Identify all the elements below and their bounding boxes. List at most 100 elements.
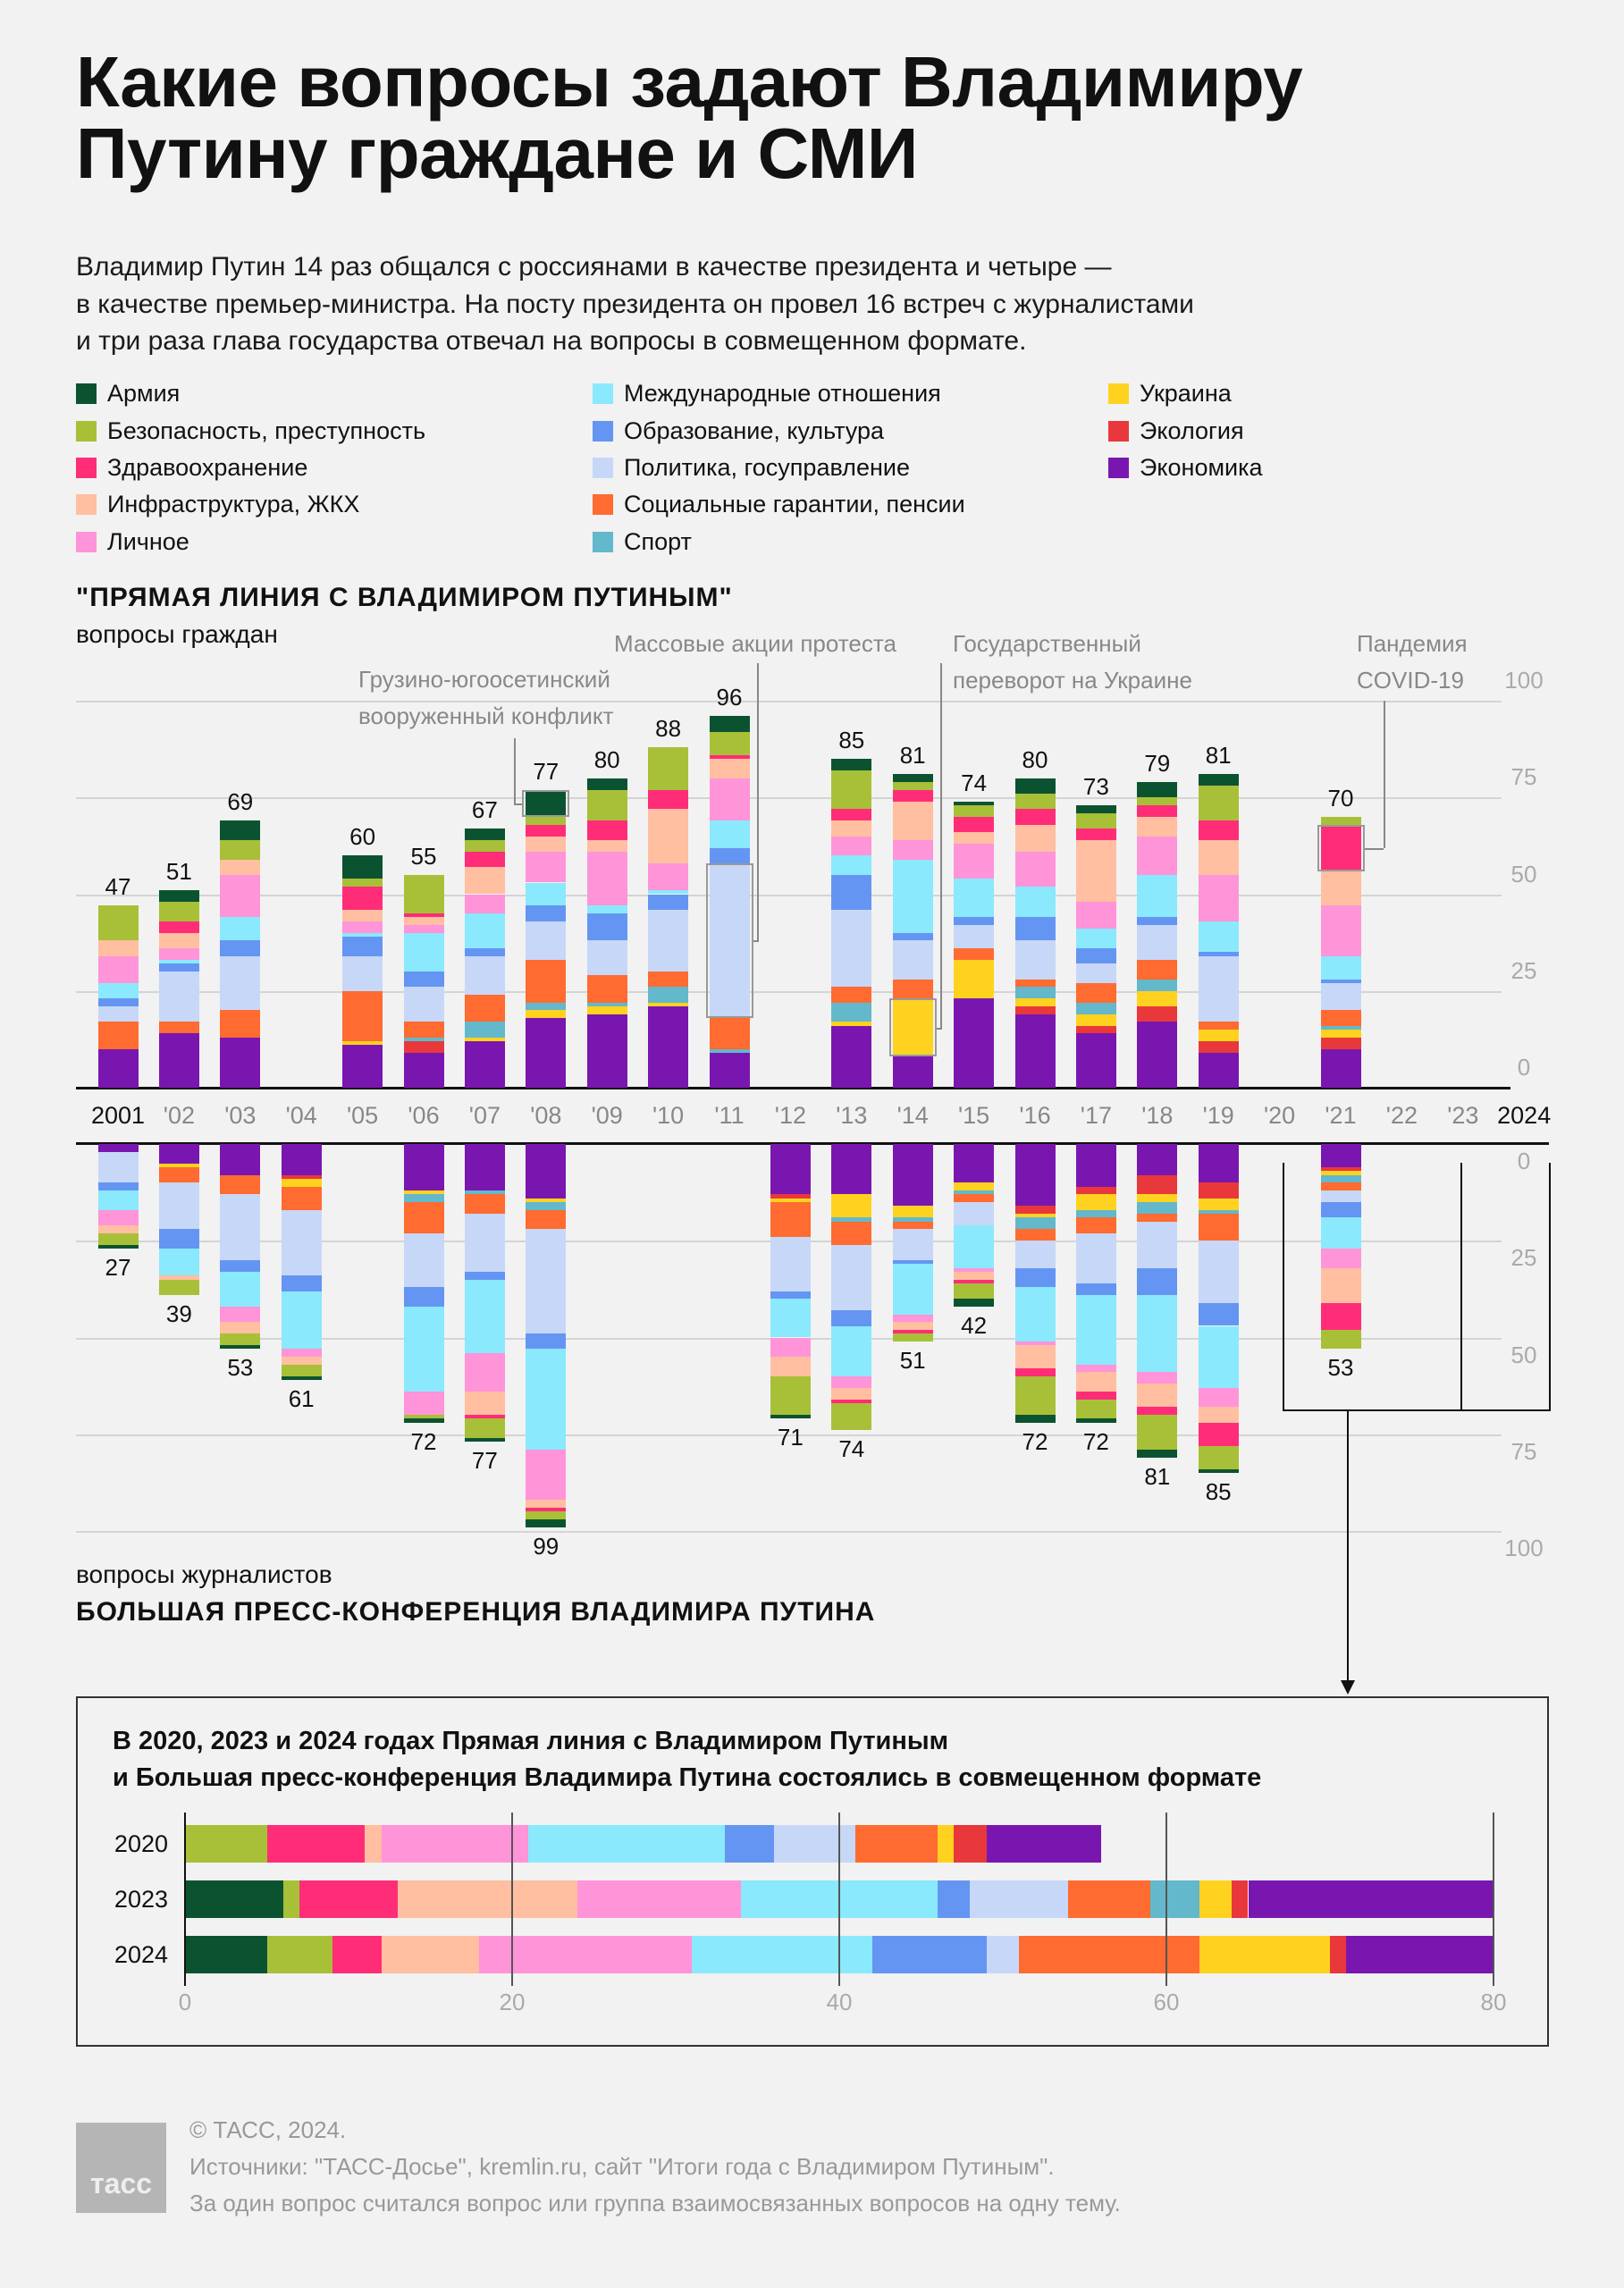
bar-segment	[342, 932, 383, 938]
hbar-segment	[299, 1880, 398, 1918]
bar-segment	[1198, 955, 1239, 1022]
bar-segment	[1137, 1194, 1178, 1202]
bar-segment	[586, 1002, 627, 1007]
bar-segment	[1198, 1213, 1239, 1241]
year-label: '13	[836, 1102, 868, 1129]
bar-total-label: 60	[349, 823, 376, 851]
bar-segment	[770, 1236, 811, 1291]
bar-segment	[1014, 778, 1056, 794]
bar-segment	[464, 913, 505, 949]
year-label: '21	[1325, 1102, 1357, 1129]
bar-segment	[464, 1418, 505, 1439]
bar-segment	[464, 948, 505, 956]
bar-segment	[648, 746, 689, 790]
bar-segment	[403, 1232, 444, 1288]
logo-text: тасс	[89, 2167, 153, 2200]
legend-label: Социальные гарантии, пенсии	[624, 491, 965, 517]
hbar-segment	[724, 1825, 774, 1863]
bar-segment	[954, 816, 995, 833]
legend-label: Международные отношения	[624, 380, 941, 407]
hbar-segment	[937, 1825, 955, 1863]
combined-title-line: В 2020, 2023 и 2024 годах Прямая линия с…	[113, 1727, 949, 1755]
bar-segment	[220, 1271, 261, 1307]
hbar-segment	[1199, 1880, 1233, 1918]
bar-segment	[220, 1259, 261, 1272]
bar-segment	[831, 909, 872, 988]
copyright: © ТАСС, 2024.	[189, 2116, 347, 2143]
bar-segment	[892, 1333, 933, 1342]
bar-segment	[464, 1041, 505, 1088]
bar-segment	[1137, 990, 1178, 1007]
legend-label: Образование, культура	[624, 417, 884, 444]
bar-segment	[464, 1271, 505, 1280]
bar-segment	[831, 1375, 872, 1388]
bar-segment	[1014, 979, 1056, 988]
bar-segment	[1320, 979, 1361, 984]
bar-segment	[220, 1037, 261, 1088]
bar-segment	[220, 1010, 261, 1038]
year-label: '19	[1202, 1102, 1234, 1129]
bar-segment	[831, 1022, 872, 1026]
bar-segment	[342, 921, 383, 933]
bar-segment	[281, 1178, 322, 1187]
legend-swatch	[76, 458, 97, 478]
bar-segment	[526, 1209, 567, 1230]
bar-segment	[526, 1144, 567, 1199]
bar-segment	[1137, 1372, 1178, 1384]
bar-segment	[281, 1291, 322, 1350]
bar-segment	[1198, 1241, 1239, 1303]
bar-segment	[954, 1267, 995, 1272]
annotation-box	[705, 862, 753, 1019]
bar-segment	[281, 1364, 322, 1376]
bar-segment	[403, 925, 444, 933]
y-tick-lower: 0	[1517, 1148, 1531, 1174]
bar-segment	[1198, 1053, 1239, 1088]
bar-segment	[770, 1299, 811, 1338]
hbar-segment	[528, 1825, 725, 1863]
bar-segment	[1198, 1468, 1239, 1474]
annotation-text: Пандемия COVID-19	[1357, 626, 1468, 699]
bar-segment	[526, 816, 567, 825]
year-label: '06	[408, 1102, 440, 1129]
annotation-box	[888, 998, 937, 1057]
bar-segment	[954, 1279, 995, 1283]
bar-segment	[831, 1403, 872, 1431]
hbar-segment	[577, 1880, 742, 1918]
legend-item: Политика, госуправление	[593, 454, 910, 482]
bar-segment	[954, 1201, 995, 1225]
bar-segment	[1137, 1006, 1178, 1022]
bar-total-label: 81	[1144, 1462, 1171, 1490]
bar-segment	[954, 804, 995, 817]
annotation-box	[1317, 824, 1365, 871]
bar-segment	[97, 1151, 139, 1183]
bar-segment	[1075, 1392, 1116, 1400]
hbar-segment	[1199, 1936, 1330, 1973]
bar-segment	[831, 809, 872, 821]
legend-item: Экология	[1108, 417, 1244, 445]
bar-segment	[97, 998, 139, 1007]
tass-logo: тасс	[76, 2123, 166, 2213]
bar-segment	[648, 1006, 689, 1088]
hbar-segment	[1346, 1936, 1494, 1973]
bar-total-label: 80	[593, 745, 620, 773]
direct-line-title: "ПРЯМАЯ ЛИНИЯ С ВЛАДИМИРОМ ПУТИНЫМ"	[76, 583, 733, 612]
bar-segment	[526, 1201, 567, 1210]
bar-segment	[831, 1002, 872, 1022]
bar-segment	[1320, 1190, 1361, 1202]
annotation-leader	[514, 803, 523, 805]
bar-segment	[97, 1209, 139, 1225]
bar-segment	[1075, 1194, 1116, 1210]
bar-segment	[1320, 955, 1361, 980]
bar-segment	[1198, 1387, 1239, 1408]
bar-segment	[1014, 1144, 1056, 1207]
legend-item: Здравоохранение	[76, 454, 307, 482]
bar-segment	[158, 1022, 199, 1034]
bar-total-label: 53	[1327, 1354, 1354, 1382]
bar-segment	[892, 1259, 933, 1265]
legend-label: Украина	[1140, 380, 1232, 407]
y-tick-lower: 75	[1510, 1437, 1537, 1465]
bar-segment	[1198, 1182, 1239, 1199]
bar-total-label: 71	[777, 1424, 804, 1451]
bar-segment	[648, 862, 689, 891]
bar-segment	[526, 1018, 567, 1088]
